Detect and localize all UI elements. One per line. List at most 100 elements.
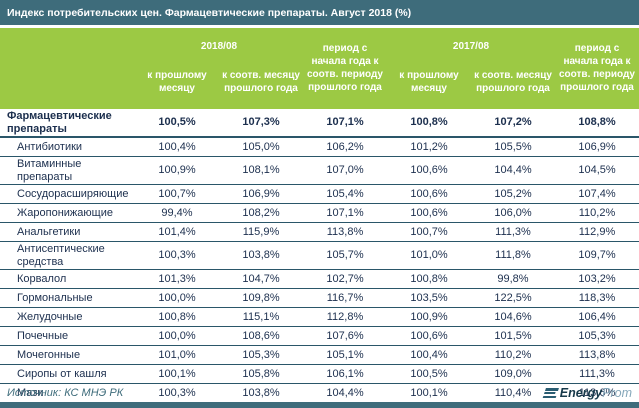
- value-cell: 107,6%: [303, 326, 387, 346]
- value-cell: 100,9%: [387, 307, 471, 327]
- value-cell: 107,1%: [303, 203, 387, 223]
- value-cell: 105,4%: [303, 184, 387, 204]
- subheader-same-month-2018: к соотв. месяцу прошлого года: [219, 55, 303, 109]
- value-cell: 102,7%: [303, 269, 387, 289]
- value-cell: 108,6%: [219, 326, 303, 346]
- row-label: Жаропонижающие: [0, 203, 135, 223]
- value-cell: 101,4%: [135, 222, 219, 242]
- energyprom-logo-text: EnergyProm: [560, 386, 632, 400]
- table-row: Желудочные 100,8% 115,1% 112,8% 100,9% 104,6%…: [0, 307, 639, 327]
- value-cell: 106,9%: [555, 137, 639, 157]
- row-label: Мочегонные: [0, 345, 135, 365]
- value-cell: 113,8%: [303, 222, 387, 242]
- value-cell: 100,9%: [135, 156, 219, 185]
- value-cell: 101,0%: [135, 345, 219, 365]
- value-cell: 100,8%: [387, 269, 471, 289]
- value-cell: 107,2%: [471, 109, 555, 137]
- value-cell: 115,9%: [219, 222, 303, 242]
- value-cell: 113,8%: [555, 345, 639, 365]
- value-cell: 109,0%: [471, 364, 555, 384]
- row-label: Сиропы от кашля: [0, 364, 135, 384]
- value-cell: 115,1%: [219, 307, 303, 327]
- table-row: Витаминные препараты 100,9% 108,1% 107,0% 10…: [0, 156, 639, 185]
- value-cell: 105,0%: [219, 137, 303, 157]
- value-cell: 100,7%: [387, 222, 471, 242]
- value-cell: 100,5%: [135, 109, 219, 137]
- group-header-2017: 2017/08: [387, 28, 555, 55]
- title-bar: Индекс потребительских цен. Фармацевтиче…: [0, 0, 639, 25]
- value-cell: 107,0%: [303, 156, 387, 185]
- value-cell: 100,0%: [135, 288, 219, 308]
- value-cell: 108,2%: [219, 203, 303, 223]
- table-row: Корвалол 101,3% 104,7% 102,7% 100,8% 99,8% 103…: [0, 269, 639, 289]
- value-cell: 99,4%: [135, 203, 219, 223]
- value-cell: 100,3%: [135, 383, 219, 403]
- value-cell: 107,3%: [219, 109, 303, 137]
- value-cell: 105,1%: [303, 345, 387, 365]
- value-cell: 100,6%: [387, 326, 471, 346]
- value-cell: 100,1%: [135, 364, 219, 384]
- energyprom-e-icon: [542, 387, 559, 400]
- value-cell: 109,7%: [555, 241, 639, 270]
- value-cell: 111,3%: [471, 222, 555, 242]
- value-cell: 104,5%: [555, 156, 639, 185]
- value-cell: 116,7%: [303, 288, 387, 308]
- row-label: Антибиотики: [0, 137, 135, 157]
- value-cell: 100,8%: [135, 307, 219, 327]
- value-cell: 100,6%: [387, 156, 471, 185]
- logo-text-energy: Energy: [559, 386, 603, 400]
- value-cell: 100,6%: [387, 203, 471, 223]
- value-cell: 104,4%: [303, 383, 387, 403]
- page-title: Индекс потребительских цен. Фармацевтиче…: [7, 6, 412, 19]
- row-label: Фармацевтические препараты: [0, 109, 135, 137]
- value-cell: 106,2%: [303, 137, 387, 157]
- value-cell: 104,6%: [471, 307, 555, 327]
- value-cell: 104,4%: [471, 156, 555, 185]
- row-label: Мази: [0, 383, 135, 403]
- value-cell: 99,8%: [471, 269, 555, 289]
- price-index-table: 2018/08 период с начала года к соотв. пе…: [0, 28, 639, 404]
- period-header-2017: период с начала года к соотв. периоду пр…: [555, 28, 639, 109]
- table-row: Антисептические средства 100,3% 103,8% 105,…: [0, 241, 639, 270]
- table-row: Мочегонные 101,0% 105,3% 105,1% 100,4% 110,2%…: [0, 345, 639, 365]
- value-cell: 100,4%: [387, 345, 471, 365]
- row-label: Анальгетики: [0, 222, 135, 242]
- value-cell: 111,3%: [555, 364, 639, 384]
- period-header-2018: период с начала года к соотв. периоду пр…: [303, 28, 387, 109]
- energyprom-logo: EnergyProm: [542, 386, 632, 400]
- value-cell: 100,4%: [135, 137, 219, 157]
- value-cell: 105,8%: [219, 364, 303, 384]
- value-cell: 105,3%: [219, 345, 303, 365]
- value-cell: 101,5%: [471, 326, 555, 346]
- value-cell: 109,8%: [219, 288, 303, 308]
- value-cell: 103,8%: [219, 383, 303, 403]
- group-header-2018: 2018/08: [135, 28, 303, 55]
- table-row: Почечные 100,0% 108,6% 107,6% 100,6% 101,5% 10…: [0, 326, 639, 346]
- table-row: Антибиотики 100,4% 105,0% 106,2% 101,2% 105,5…: [0, 137, 639, 157]
- value-cell: 103,2%: [555, 269, 639, 289]
- value-cell: 110,2%: [555, 203, 639, 223]
- table-row: Анальгетики 101,4% 115,9% 113,8% 100,7% 111,3…: [0, 222, 639, 242]
- value-cell: 108,8%: [555, 109, 639, 137]
- value-cell: 111,8%: [471, 241, 555, 270]
- table-header: 2018/08 период с начала года к соотв. пе…: [0, 28, 639, 109]
- corner-cell: [0, 28, 135, 109]
- row-label: Витаминные препараты: [0, 156, 135, 185]
- value-cell: 104,7%: [219, 269, 303, 289]
- value-cell: 101,0%: [387, 241, 471, 270]
- value-cell: 100,5%: [387, 364, 471, 384]
- logo-text-prom: Prom: [602, 386, 632, 400]
- source-text: Источник: КС МНЭ РК: [7, 387, 124, 399]
- value-cell: 106,9%: [219, 184, 303, 204]
- value-cell: 103,5%: [387, 288, 471, 308]
- title-divider: [0, 25, 639, 28]
- value-cell: 100,0%: [135, 326, 219, 346]
- subheader-prev-month-2017: к прошлому месяцу: [387, 55, 471, 109]
- value-cell: 113,6%: [555, 383, 639, 403]
- bottom-bar: [0, 402, 639, 408]
- value-cell: 108,1%: [219, 156, 303, 185]
- value-cell: 100,8%: [387, 109, 471, 137]
- value-cell: 110,2%: [471, 345, 555, 365]
- value-cell: 101,3%: [135, 269, 219, 289]
